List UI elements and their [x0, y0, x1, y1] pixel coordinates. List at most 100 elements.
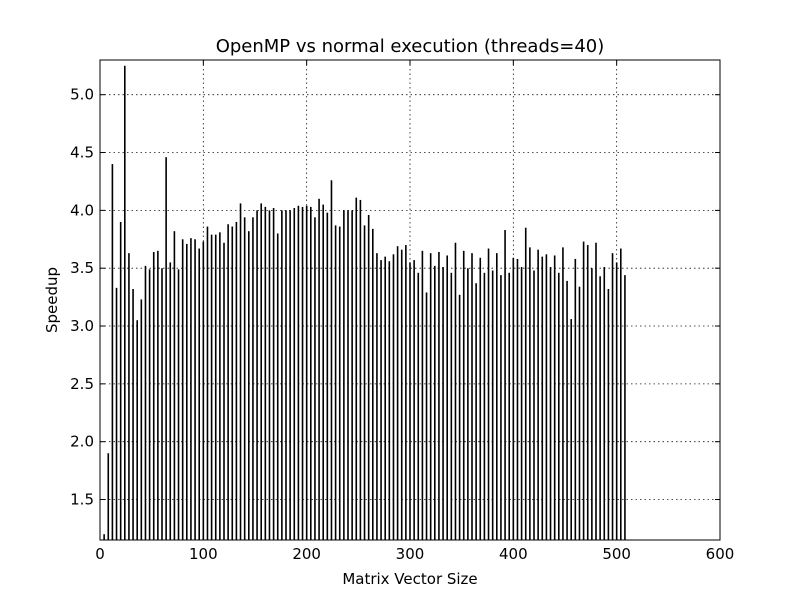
bar [198, 248, 200, 540]
bar [520, 267, 523, 540]
bar [475, 283, 477, 540]
bar [417, 272, 420, 540]
bar [537, 249, 539, 540]
bar [512, 257, 515, 540]
bar [268, 210, 271, 541]
bar [574, 258, 577, 540]
bar [293, 208, 296, 541]
bar [611, 253, 614, 540]
bar [491, 270, 494, 540]
bar [607, 289, 610, 540]
bar [549, 267, 552, 540]
bar [194, 239, 196, 540]
bar [405, 245, 407, 540]
bar [591, 268, 593, 540]
bar [545, 254, 548, 540]
bar [276, 233, 279, 541]
bar [132, 289, 134, 540]
bar [124, 65, 126, 540]
y-tick-label: 4.0 [70, 201, 94, 219]
bar [252, 217, 254, 541]
bar [355, 197, 358, 540]
bar [367, 214, 370, 541]
y-tick-label: 5.0 [70, 86, 94, 104]
bar [351, 210, 353, 541]
bar [595, 242, 597, 540]
bar [446, 255, 448, 540]
bar [144, 265, 147, 540]
bar [421, 250, 424, 540]
bar [562, 247, 564, 540]
bar [285, 210, 287, 541]
bar [624, 275, 626, 540]
bar [152, 252, 155, 540]
bar [541, 256, 544, 540]
bar [471, 253, 473, 540]
bar [500, 275, 502, 540]
bar [504, 230, 506, 540]
bar [239, 203, 242, 541]
bar [103, 534, 105, 540]
bar [454, 242, 457, 540]
bar [533, 270, 535, 540]
bar [343, 210, 345, 541]
bar [111, 164, 114, 540]
bar [310, 206, 312, 540]
bar [586, 245, 589, 540]
bar [372, 228, 374, 540]
bar [272, 208, 275, 541]
y-tick-label: 2.5 [70, 375, 94, 393]
bar [107, 453, 110, 540]
x-tick-label: 400 [499, 545, 528, 563]
bar [231, 226, 234, 541]
x-axis-label: Matrix Vector Size [342, 570, 477, 588]
bar [413, 260, 415, 540]
y-tick-label: 4.5 [70, 144, 94, 162]
y-tick-label: 3.0 [70, 317, 94, 335]
bar [243, 217, 246, 541]
bar [620, 248, 622, 540]
bar [508, 272, 510, 540]
bar [425, 292, 428, 540]
bar [330, 180, 333, 541]
bar [438, 252, 440, 540]
x-tick-label: 0 [95, 545, 105, 563]
bar [479, 257, 482, 540]
bar [140, 299, 143, 540]
bar [322, 204, 324, 540]
y-axis-label: Speedup [43, 267, 61, 333]
bars [103, 65, 626, 541]
bar [376, 253, 378, 540]
bar [396, 246, 399, 540]
bar [570, 319, 572, 540]
bar [223, 242, 225, 540]
bar [260, 203, 262, 541]
bar [429, 253, 432, 540]
bar [219, 232, 221, 540]
bar [487, 248, 490, 540]
bar [281, 210, 283, 541]
bar [289, 210, 291, 541]
bar [169, 262, 172, 540]
bar [314, 217, 316, 541]
bar [603, 267, 606, 540]
bar [582, 241, 585, 540]
bar [181, 239, 184, 540]
bar [458, 294, 461, 540]
bar [388, 261, 391, 540]
bar [347, 210, 349, 541]
bar [177, 269, 180, 540]
bar [248, 231, 250, 540]
bar [115, 287, 118, 540]
bar [392, 254, 395, 540]
y-tick-label: 3.5 [70, 259, 94, 277]
bar [326, 212, 329, 541]
bar [400, 249, 403, 540]
bar [338, 226, 341, 541]
bar [529, 247, 531, 540]
bar [467, 268, 469, 540]
bar [227, 224, 229, 541]
y-tick-label: 1.5 [70, 491, 94, 509]
bar [578, 286, 581, 540]
